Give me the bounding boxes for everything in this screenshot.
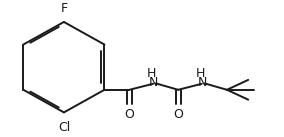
Text: O: O bbox=[125, 108, 134, 121]
Text: H: H bbox=[196, 67, 205, 80]
Text: Cl: Cl bbox=[58, 121, 70, 134]
Text: O: O bbox=[173, 108, 183, 121]
Text: H: H bbox=[147, 67, 156, 80]
Text: F: F bbox=[60, 2, 68, 15]
Text: N: N bbox=[197, 76, 207, 89]
Text: N: N bbox=[149, 76, 158, 89]
